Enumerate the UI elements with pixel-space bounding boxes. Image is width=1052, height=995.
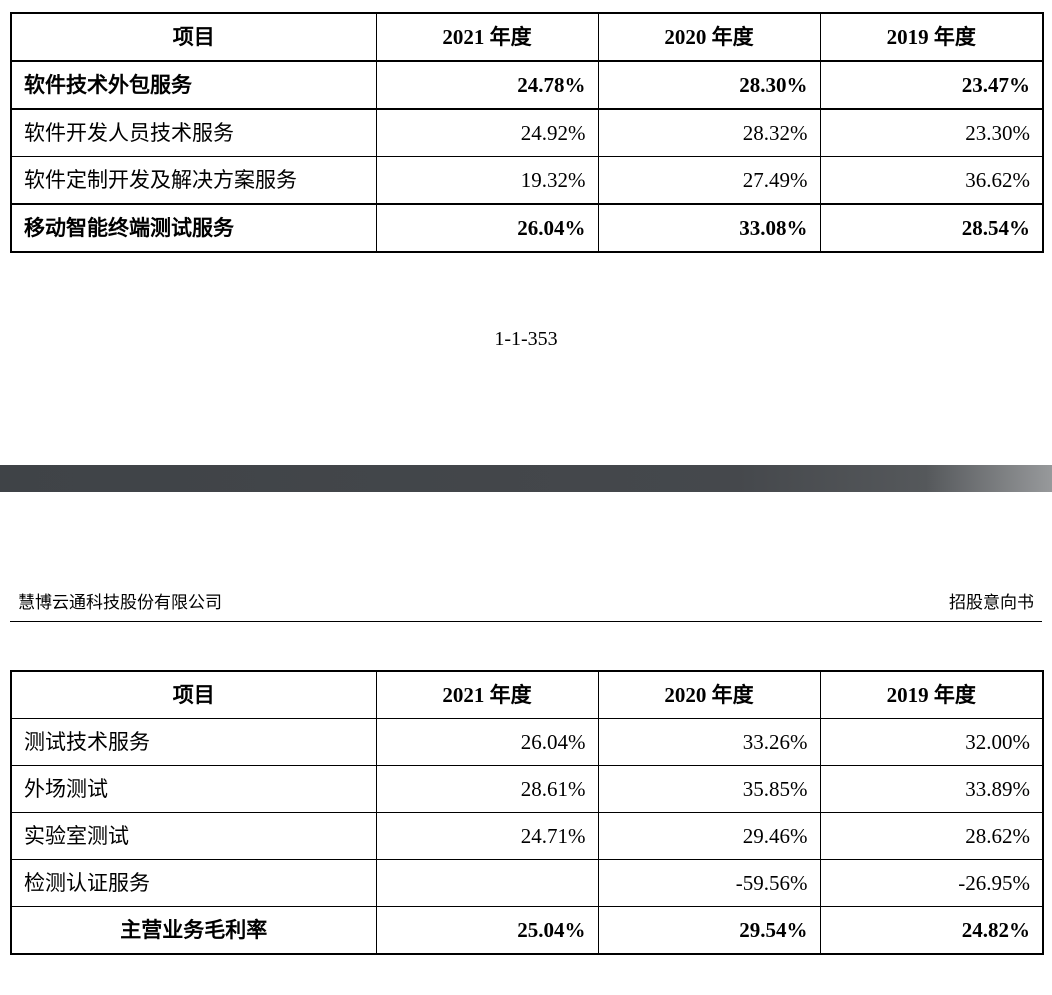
table-header-row: 项目 2021 年度 2020 年度 2019 年度 [10,12,1044,62]
value-2021: 24.71% [375,812,599,860]
value-2020: 33.08% [597,203,821,253]
value-2019: 23.47% [819,60,1044,110]
table-row: 检测认证服务 -59.56% -26.95% [10,859,1044,907]
table-row: 外场测试 28.61% 35.85% 33.89% [10,765,1044,813]
value-2019: -26.95% [819,859,1044,907]
table-row: 实验室测试 24.71% 29.46% 28.62% [10,812,1044,860]
value-2021: 26.04% [375,718,599,766]
value-2020: 28.32% [597,108,821,157]
column-header-2019: 2019 年度 [819,670,1044,719]
value-2020: -59.56% [597,859,821,907]
gross-margin-table-testing: 项目 2021 年度 2020 年度 2019 年度 测试技术服务 26.04%… [10,670,1044,955]
value-2021: 24.78% [375,60,599,110]
table-row: 软件定制开发及解决方案服务 19.32% 27.49% 36.62% [10,156,1044,205]
table-row: 测试技术服务 26.04% 33.26% 32.00% [10,718,1044,766]
value-2021 [375,859,599,907]
row-label: 软件定制开发及解决方案服务 [10,156,377,205]
value-2019: 33.89% [819,765,1044,813]
value-2019: 28.62% [819,812,1044,860]
value-2020: 27.49% [597,156,821,205]
document-title: 招股意向书 [949,593,1034,612]
column-header-2021: 2021 年度 [375,12,599,62]
value-2021: 19.32% [375,156,599,205]
row-label: 软件技术外包服务 [10,60,377,110]
row-label: 检测认证服务 [10,859,377,907]
row-label: 测试技术服务 [10,718,377,766]
table-row: 软件技术外包服务 24.78% 28.30% 23.47% [10,60,1044,110]
value-2021: 28.61% [375,765,599,813]
document-running-header: 慧博云通科技股份有限公司 招股意向书 [10,592,1042,622]
table-row: 主营业务毛利率 25.04% 29.54% 24.82% [10,906,1044,955]
value-2021: 24.92% [375,108,599,157]
value-2020: 29.46% [597,812,821,860]
row-label: 外场测试 [10,765,377,813]
value-2021: 25.04% [375,906,599,955]
value-2020: 29.54% [597,906,821,955]
company-name: 慧博云通科技股份有限公司 [18,593,222,612]
column-header-2021: 2021 年度 [375,670,599,719]
column-header-2020: 2020 年度 [597,12,821,62]
value-2020: 35.85% [597,765,821,813]
value-2021: 26.04% [375,203,599,253]
table-header-row: 项目 2021 年度 2020 年度 2019 年度 [10,670,1044,719]
column-header-item: 项目 [10,12,377,62]
row-label: 实验室测试 [10,812,377,860]
value-2019: 32.00% [819,718,1044,766]
column-header-2019: 2019 年度 [819,12,1044,62]
value-2019: 28.54% [819,203,1044,253]
page-separator-band [0,465,1052,492]
row-label: 主营业务毛利率 [10,906,377,955]
table-row: 移动智能终端测试服务 26.04% 33.08% 28.54% [10,203,1044,253]
row-label: 移动智能终端测试服务 [10,203,377,253]
value-2020: 28.30% [597,60,821,110]
value-2020: 33.26% [597,718,821,766]
gross-margin-table-software: 项目 2021 年度 2020 年度 2019 年度 软件技术外包服务 24.7… [10,12,1044,253]
page-number: 1-1-353 [494,328,558,350]
column-header-item: 项目 [10,670,377,719]
value-2019: 36.62% [819,156,1044,205]
table-row: 软件开发人员技术服务 24.92% 28.32% 23.30% [10,108,1044,157]
value-2019: 24.82% [819,906,1044,955]
value-2019: 23.30% [819,108,1044,157]
column-header-2020: 2020 年度 [597,670,821,719]
row-label: 软件开发人员技术服务 [10,108,377,157]
